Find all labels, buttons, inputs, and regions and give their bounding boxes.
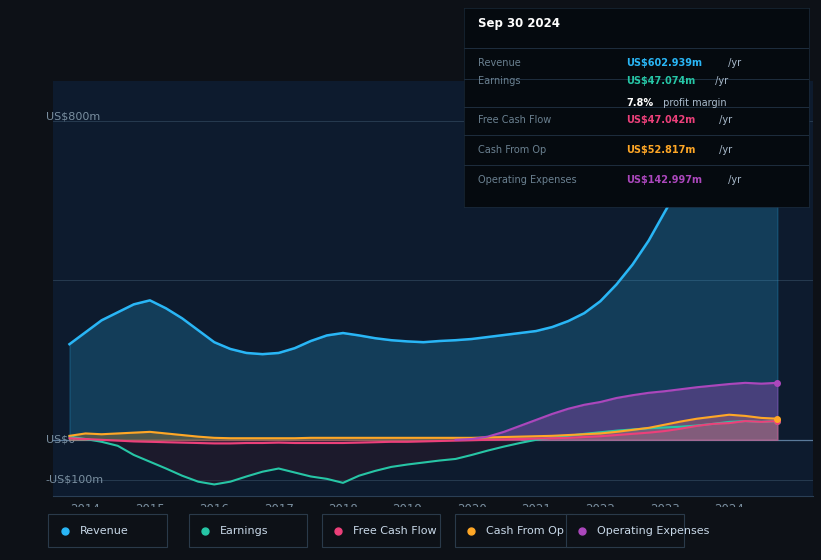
Text: Sep 30 2024: Sep 30 2024	[478, 17, 560, 30]
Text: profit margin: profit margin	[660, 98, 727, 108]
Text: US$142.997m: US$142.997m	[626, 175, 702, 185]
Text: /yr: /yr	[716, 144, 732, 155]
Text: Operating Expenses: Operating Expenses	[478, 175, 576, 185]
Text: Operating Expenses: Operating Expenses	[597, 526, 709, 535]
Text: Cash From Op: Cash From Op	[486, 526, 564, 535]
Text: Cash From Op: Cash From Op	[478, 144, 546, 155]
FancyBboxPatch shape	[48, 514, 167, 547]
Text: US$602.939m: US$602.939m	[626, 58, 702, 68]
FancyBboxPatch shape	[322, 514, 440, 547]
FancyBboxPatch shape	[189, 514, 307, 547]
Text: US$52.817m: US$52.817m	[626, 144, 695, 155]
Text: US$47.042m: US$47.042m	[626, 115, 695, 125]
Text: Free Cash Flow: Free Cash Flow	[478, 115, 551, 125]
Text: -US$100m: -US$100m	[46, 475, 104, 484]
Text: 7.8%: 7.8%	[626, 98, 653, 108]
Text: Revenue: Revenue	[80, 526, 128, 535]
Text: /yr: /yr	[712, 76, 728, 86]
Text: /yr: /yr	[716, 115, 732, 125]
FancyBboxPatch shape	[455, 514, 573, 547]
Text: Free Cash Flow: Free Cash Flow	[353, 526, 437, 535]
Text: Earnings: Earnings	[478, 76, 521, 86]
Text: US$800m: US$800m	[46, 111, 100, 121]
Text: /yr: /yr	[725, 175, 741, 185]
Text: Earnings: Earnings	[220, 526, 268, 535]
Text: /yr: /yr	[725, 58, 741, 68]
Text: Revenue: Revenue	[478, 58, 521, 68]
FancyBboxPatch shape	[566, 514, 684, 547]
Text: US$0: US$0	[46, 435, 75, 445]
Text: US$47.074m: US$47.074m	[626, 76, 695, 86]
